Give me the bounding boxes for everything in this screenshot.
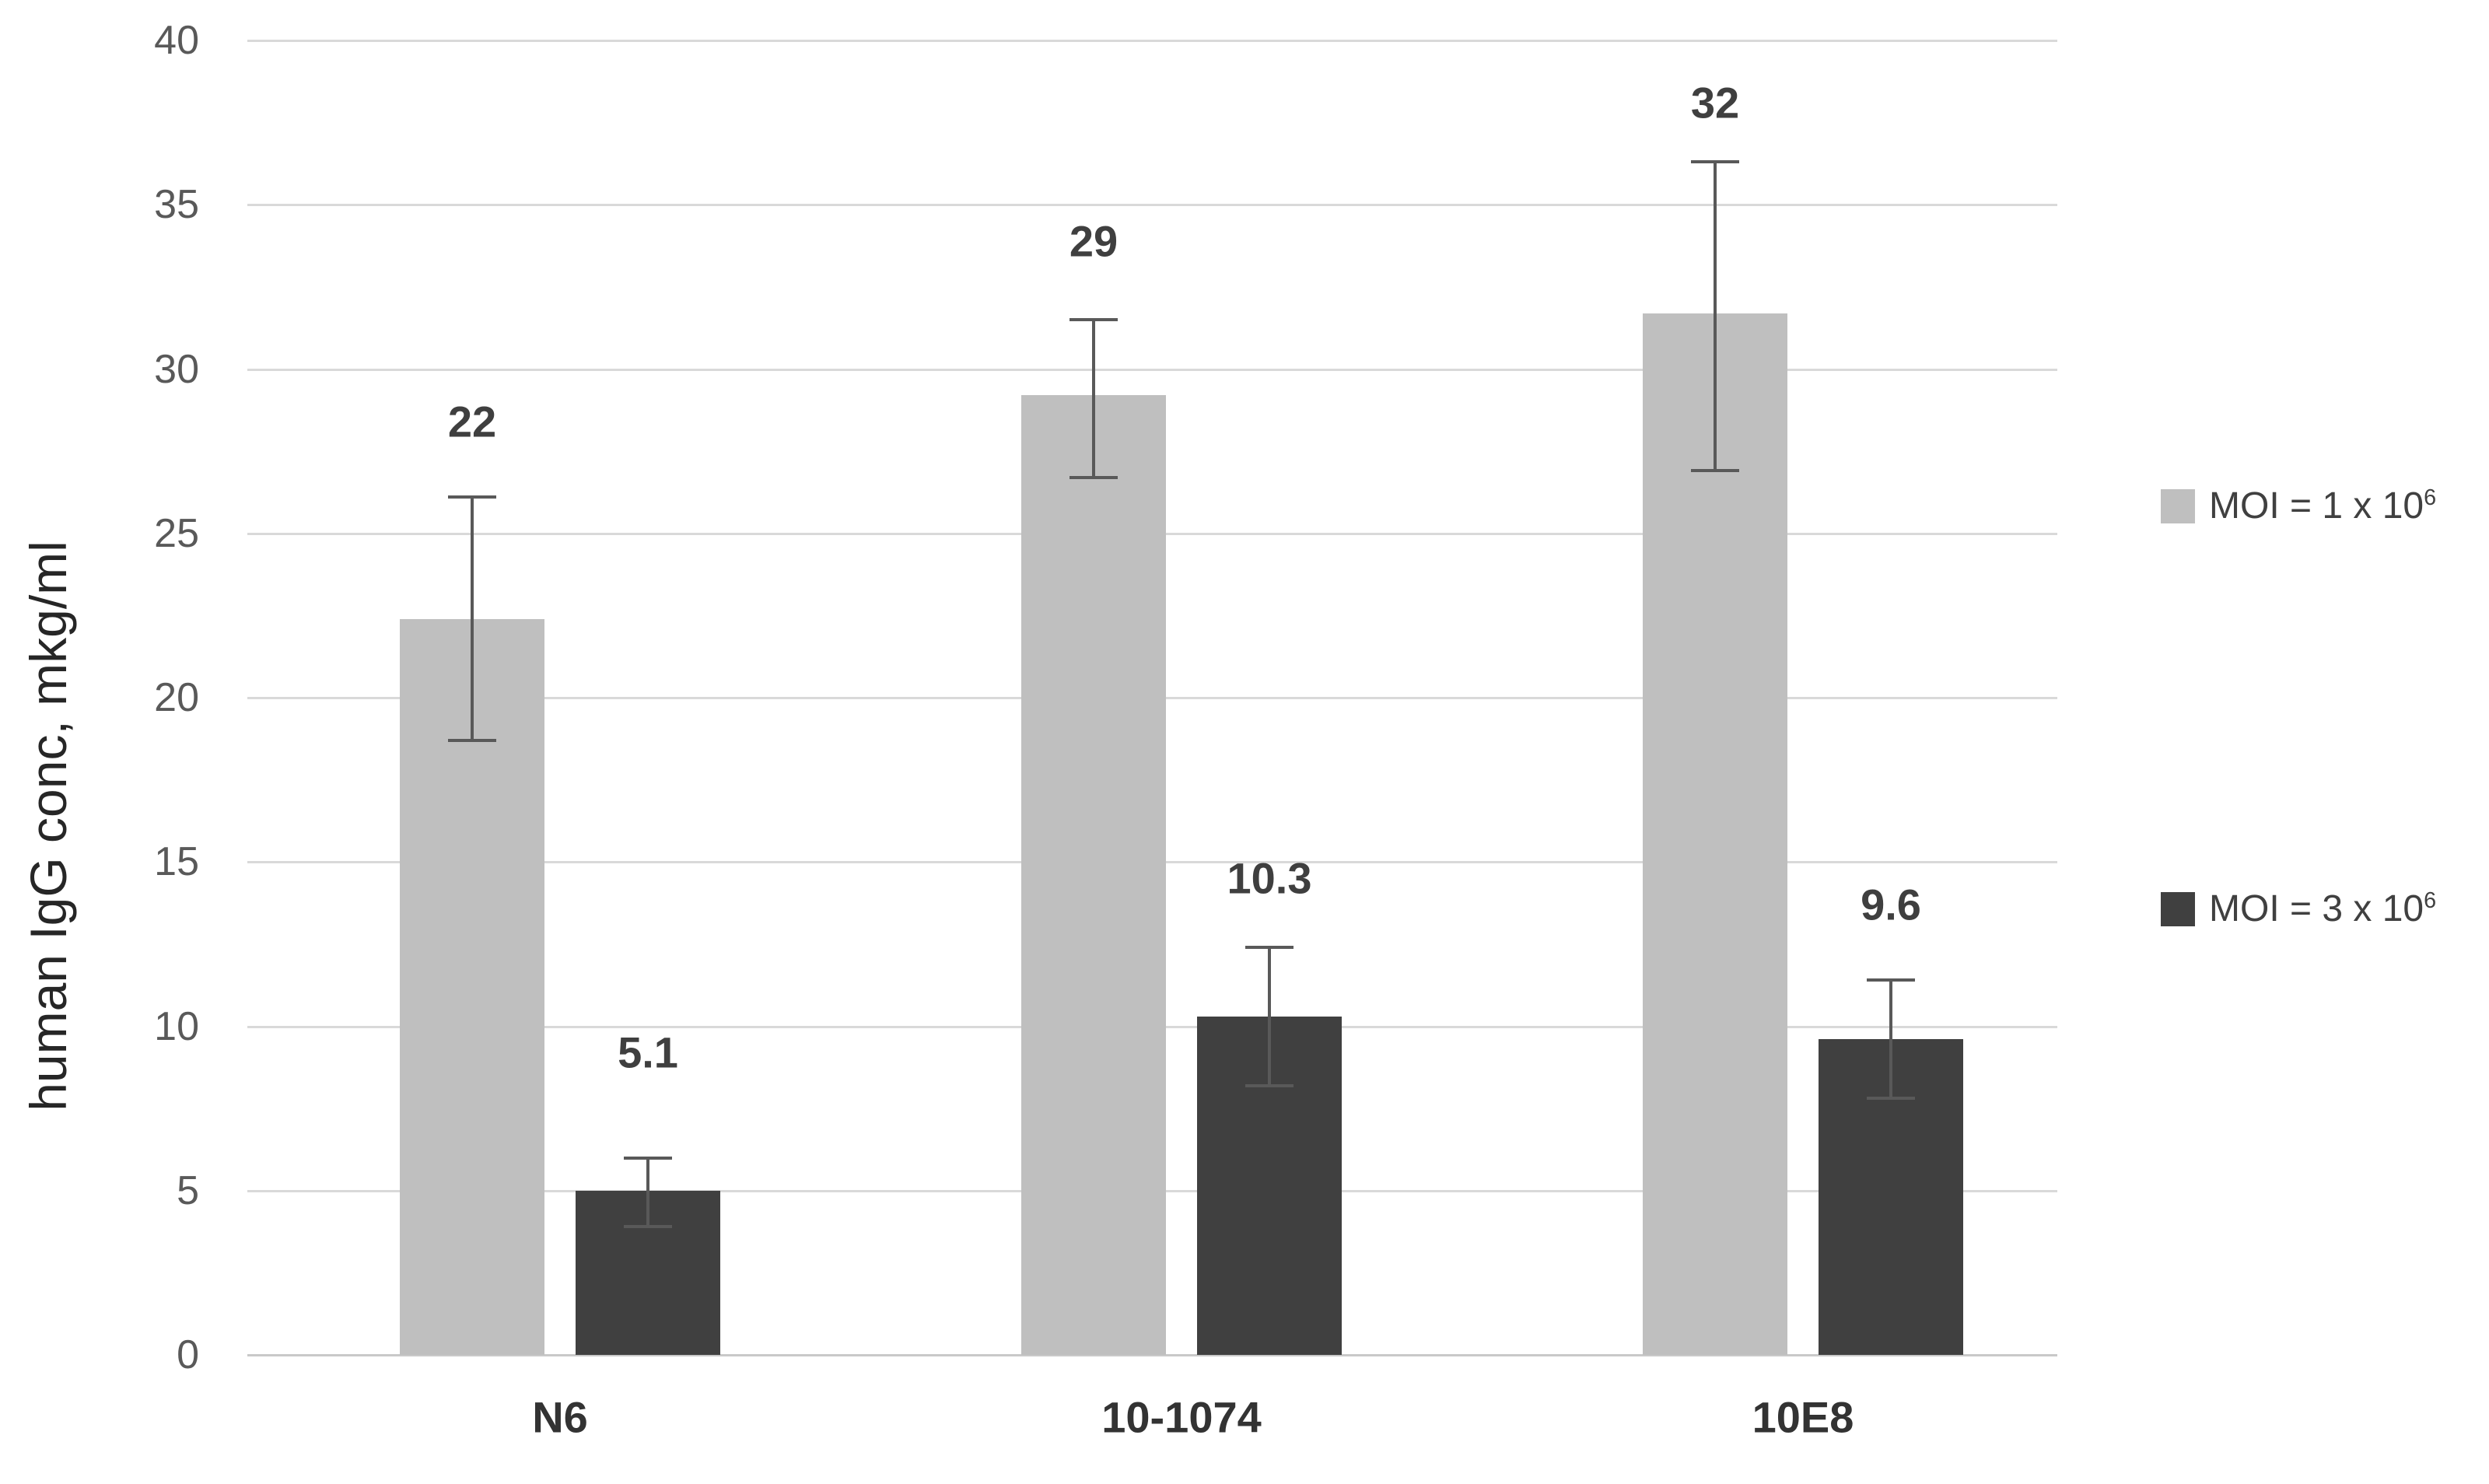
- bar: [1643, 313, 1787, 1355]
- y-tick-label: 5: [177, 1167, 199, 1213]
- gridline: [247, 40, 2057, 42]
- legend-item: MOI = 3 x 106: [2161, 887, 2436, 930]
- data-label: 9.6: [1861, 880, 1921, 929]
- error-bar-cap: [1245, 946, 1294, 950]
- error-bar: [646, 1157, 649, 1227]
- y-tick-label: 35: [154, 182, 199, 228]
- y-tick-label: 40: [154, 18, 199, 63]
- x-axis-line: [247, 1354, 2057, 1356]
- legend-swatch: [2161, 488, 2195, 523]
- category-label: 10E8: [1752, 1392, 1854, 1442]
- y-axis-title: human IgG conc, mkg/ml: [19, 541, 77, 1111]
- error-bar-cap: [624, 1225, 672, 1229]
- bar: [1021, 395, 1166, 1355]
- data-label: 5.1: [618, 1027, 678, 1077]
- error-bar-cap: [1867, 1097, 1915, 1101]
- error-bar-cap: [448, 738, 496, 742]
- error-bar: [471, 497, 474, 740]
- error-bar-cap: [624, 1156, 672, 1160]
- error-bar-cap: [1691, 160, 1739, 164]
- data-label: 22: [447, 397, 497, 446]
- y-tick-label: 25: [154, 510, 199, 556]
- data-label: 32: [1690, 78, 1740, 128]
- error-bar: [1268, 947, 1271, 1086]
- error-bar-cap: [1691, 469, 1739, 473]
- gridline: [247, 204, 2057, 207]
- y-tick-label: 0: [177, 1332, 199, 1377]
- gridline: [247, 368, 2057, 371]
- error-bar-cap: [1069, 475, 1118, 479]
- error-bar-cap: [1867, 978, 1915, 982]
- legend-swatch: [2161, 891, 2195, 926]
- error-bar-cap: [1245, 1083, 1294, 1087]
- error-bar: [1092, 320, 1095, 478]
- data-label: 29: [1069, 216, 1118, 266]
- error-bar: [1889, 980, 1892, 1099]
- category-label: 10-1074: [1101, 1392, 1262, 1442]
- error-bar: [1714, 162, 1717, 471]
- legend-item: MOI = 1 x 106: [2161, 485, 2436, 527]
- error-bar-cap: [448, 495, 496, 499]
- y-tick-label: 20: [154, 675, 199, 720]
- error-bar-cap: [1069, 318, 1118, 322]
- y-tick-label: 10: [154, 1003, 199, 1049]
- legend-label: MOI = 1 x 106: [2209, 485, 2437, 527]
- category-label: N6: [532, 1392, 588, 1442]
- y-tick-label: 30: [154, 346, 199, 392]
- data-label: 10.3: [1227, 853, 1312, 903]
- legend-label: MOI = 3 x 106: [2209, 888, 2437, 929]
- y-tick-label: 15: [154, 839, 199, 885]
